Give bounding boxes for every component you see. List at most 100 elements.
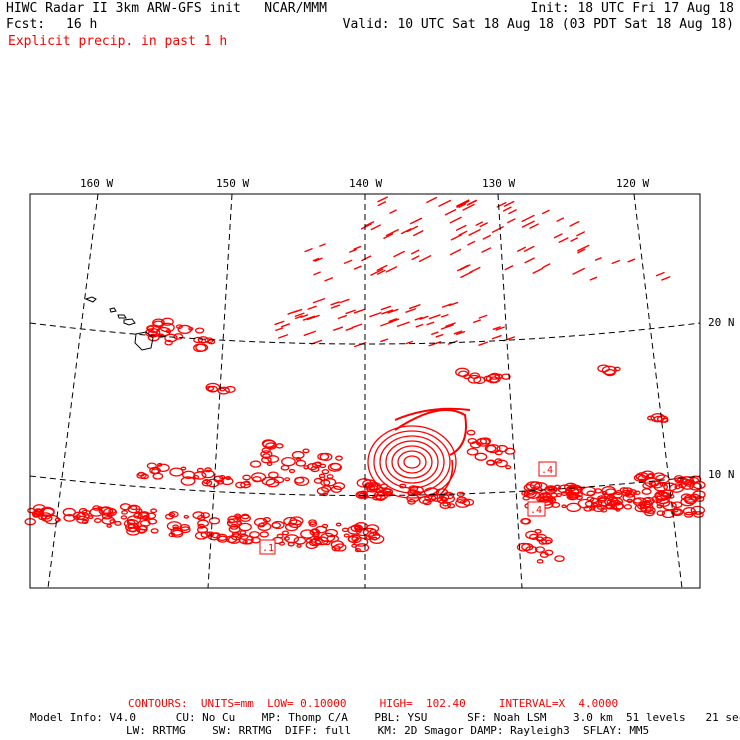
precip-streak [456, 200, 470, 208]
precip-streak [542, 209, 550, 215]
precip-streak [468, 228, 481, 236]
precip-cell [281, 530, 290, 536]
precip-cell [150, 528, 159, 534]
island-outline [109, 307, 117, 313]
precip-cell [145, 327, 161, 338]
precip-streak [330, 301, 340, 306]
precip-streak [456, 330, 466, 336]
precip-cell [33, 509, 45, 516]
precip-cell [75, 514, 81, 519]
precip-cell [227, 515, 239, 523]
precip-cell [362, 479, 377, 489]
precip-cell [504, 447, 516, 455]
lat-label-20n: 20 N [708, 316, 735, 329]
precip-cell [200, 531, 211, 538]
precip-streak [380, 305, 392, 311]
precip-cell [466, 447, 479, 456]
precip-streak [376, 269, 386, 275]
precip-cell [584, 500, 595, 507]
grid-layer [29, 193, 701, 589]
spiral-ring [373, 430, 451, 494]
precip-cell [257, 522, 272, 532]
precip-streak [502, 206, 512, 212]
precip-cell [516, 542, 531, 552]
precip-streak [303, 330, 317, 336]
precip-cell [179, 523, 191, 531]
precip-streak [353, 245, 362, 250]
precip-cell [152, 318, 165, 327]
precip-streak [370, 268, 384, 276]
precip-cell [597, 364, 610, 373]
box-label: .4 [527, 501, 546, 517]
precip-cell [159, 322, 175, 333]
precip-streak [351, 323, 363, 329]
precip-cell [455, 498, 471, 508]
precip-cell [244, 539, 253, 545]
precip-cell [642, 497, 652, 504]
precip-cell [216, 535, 229, 543]
precip-cell [259, 531, 270, 538]
precip-streak [412, 230, 424, 237]
precip-cell [168, 511, 179, 518]
precip-cell [192, 474, 200, 480]
precip-cell [692, 490, 706, 499]
precip-cell [622, 493, 636, 502]
precip-cell [653, 415, 663, 422]
precip-streak [411, 255, 420, 261]
precip-cell [151, 468, 160, 474]
precip-streak [274, 320, 285, 326]
fcst-label: Fcst: [6, 17, 46, 32]
precip-cell [550, 492, 558, 498]
box-label: .4 [538, 461, 557, 477]
precip-streak [428, 341, 442, 347]
precip-cell [130, 505, 138, 511]
spiral-arm [439, 459, 454, 496]
precip-streak [523, 245, 535, 252]
precip-cell [494, 373, 504, 380]
precip-streak [353, 265, 362, 270]
precip-cell [200, 512, 210, 519]
precip-cell [560, 491, 569, 496]
precip-streak [440, 324, 454, 330]
precip-streak [589, 276, 598, 281]
precip-cell [474, 452, 488, 461]
precip-streak [594, 257, 602, 261]
precip-cell [216, 479, 225, 485]
precip-cell [240, 513, 250, 520]
parallel-20n [29, 322, 701, 345]
precip-cell [180, 476, 196, 486]
precip-streak [306, 314, 320, 321]
precip-cell [294, 476, 305, 484]
precip-cell [333, 543, 347, 552]
precip-streak [353, 308, 366, 314]
precip-cell [534, 546, 546, 553]
precip-cell [62, 507, 77, 517]
precip-streak [400, 228, 412, 235]
precip-streak [524, 257, 535, 264]
precip-cell [169, 467, 184, 477]
precip-cell [486, 459, 496, 466]
precip-streak [492, 326, 501, 331]
precip-streak [482, 234, 492, 240]
precip-streak [411, 249, 420, 255]
precip-streak [529, 223, 539, 229]
precip-cell [551, 501, 561, 508]
precip-streak [431, 331, 439, 336]
island-outline [117, 314, 127, 319]
precip-streak [491, 226, 504, 233]
precip-streak [475, 221, 483, 226]
precip-cell [261, 439, 276, 448]
precip-streak [406, 225, 419, 233]
precip-streak [278, 334, 289, 339]
precip-cell [127, 504, 141, 514]
precip-cell [92, 505, 101, 511]
precip-cell [358, 492, 367, 499]
precip-streak [428, 314, 441, 320]
precip-streak [462, 203, 475, 211]
precip-cell [72, 511, 86, 521]
lon-label-150w: 150 W [216, 177, 249, 190]
precip-cell [183, 514, 189, 519]
precip-cell [372, 494, 382, 501]
precip-cell [197, 523, 206, 529]
precip-streak [349, 248, 357, 253]
